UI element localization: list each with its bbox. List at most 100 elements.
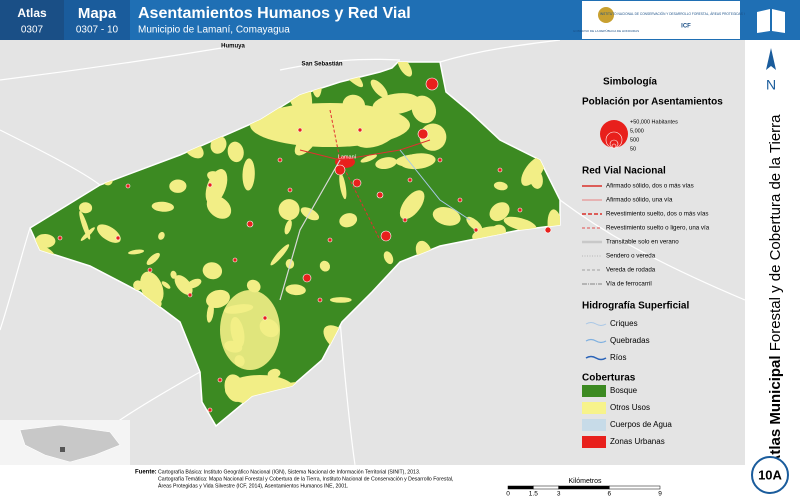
settlement bbox=[246, 220, 254, 228]
inset-country bbox=[19, 424, 121, 463]
scale-tick-label: 6 bbox=[608, 491, 612, 498]
road-label: Afirmado sólido, dos o más vías bbox=[606, 183, 694, 190]
other-use-patch bbox=[432, 207, 461, 226]
population-label: 500 bbox=[630, 137, 639, 143]
other-use-patch bbox=[503, 216, 537, 232]
other-use-patch bbox=[205, 169, 228, 205]
other-use-patch bbox=[284, 219, 292, 235]
settlement bbox=[437, 157, 443, 163]
scale-segment bbox=[533, 485, 559, 490]
settlement bbox=[217, 377, 223, 383]
settlement bbox=[125, 183, 131, 189]
page-badge bbox=[751, 456, 789, 494]
other-use-patch bbox=[246, 279, 261, 293]
cover-swatch bbox=[582, 402, 606, 414]
other-use-patch bbox=[319, 260, 331, 272]
settlement bbox=[517, 207, 523, 213]
page-number: 10A bbox=[758, 467, 782, 482]
other-use-patch bbox=[339, 173, 347, 200]
place-label: San Sebastián bbox=[301, 62, 342, 68]
legend: Simbología Población por Asentamientos R… bbox=[582, 77, 723, 448]
other-use-patch bbox=[370, 79, 388, 98]
road-label: Transitable solo en verano bbox=[606, 239, 679, 246]
source-line: Cartografía Temática: Mapa Nacional Fore… bbox=[158, 476, 453, 482]
population-label: 50 bbox=[630, 146, 636, 152]
scale-segment bbox=[558, 485, 610, 490]
side-title: Atlas Municipal Forestal y de Cobertura … bbox=[767, 114, 784, 466]
other-use-patch bbox=[278, 199, 300, 221]
other-use-patch bbox=[210, 136, 227, 154]
settlement bbox=[544, 226, 552, 234]
other-use-patch bbox=[466, 216, 483, 232]
settlement bbox=[232, 257, 238, 263]
north-arrow bbox=[766, 48, 776, 70]
hydro-symbol bbox=[585, 355, 607, 361]
hydro-label: Quebradas bbox=[610, 336, 650, 345]
atlas-box bbox=[0, 0, 64, 40]
scale-unit: Kilómetros bbox=[568, 478, 602, 485]
settlements bbox=[57, 77, 552, 413]
other-use-patch bbox=[493, 181, 508, 191]
source-line: Áreas Protegidas y Vida Silvestre (ICF, … bbox=[158, 482, 349, 489]
side-title-bold: Atlas Municipal bbox=[767, 355, 784, 465]
logo-right-text: INSTITUTO NACIONAL DE CONSERVACIÓN Y DES… bbox=[600, 11, 772, 16]
logo-emblem bbox=[598, 7, 614, 23]
other-use-patch bbox=[227, 141, 244, 163]
settlement bbox=[357, 127, 363, 133]
other-use-patch bbox=[169, 179, 187, 193]
legend-section-title: Red Vial Nacional bbox=[582, 166, 666, 177]
settlement bbox=[317, 297, 323, 303]
road-label: Vía de ferrocarril bbox=[606, 281, 652, 288]
settlement bbox=[297, 127, 303, 133]
other-use-patch bbox=[206, 195, 232, 219]
hydro-label: Criques bbox=[610, 319, 638, 328]
other-use-patch bbox=[96, 224, 121, 243]
north-label: N bbox=[766, 77, 776, 93]
other-use-patch bbox=[285, 284, 306, 296]
settlement bbox=[207, 182, 213, 188]
map-subtitle: Municipio de Lamaní, Comayagua bbox=[138, 25, 290, 36]
scale-tick-label: 9 bbox=[658, 491, 662, 498]
other-use-patch bbox=[128, 249, 145, 255]
map-label: Mapa bbox=[78, 5, 117, 22]
other-use-patch bbox=[79, 202, 93, 214]
settlement bbox=[407, 177, 413, 183]
source-label: Fuente: bbox=[135, 470, 157, 476]
settlement bbox=[352, 178, 362, 188]
map-code: 0307 - 10 bbox=[76, 25, 119, 36]
other-use-patch bbox=[151, 201, 174, 212]
settlement bbox=[380, 230, 392, 242]
other-use-patch bbox=[360, 154, 377, 163]
other-use-patch bbox=[161, 281, 171, 289]
road-label: Afirmado sólido, una vía bbox=[606, 197, 673, 204]
other-use-patch bbox=[397, 62, 413, 77]
other-use-patch bbox=[242, 158, 255, 191]
other-use-patch bbox=[383, 251, 394, 265]
settlement bbox=[262, 315, 268, 321]
legend-title: Simbología bbox=[603, 77, 657, 88]
scale-bar: 0 1.5 3 6 9 bbox=[506, 485, 662, 498]
other-use-patch bbox=[170, 270, 177, 279]
hydro-symbol bbox=[585, 338, 607, 344]
population-symbol bbox=[611, 143, 617, 149]
settlement bbox=[57, 235, 63, 241]
other-use-patch bbox=[35, 233, 56, 248]
scale-tick-label: 3 bbox=[557, 491, 561, 498]
other-use-patch bbox=[491, 213, 500, 220]
cover-label: Bosque bbox=[610, 386, 638, 395]
other-use-patch bbox=[375, 157, 397, 170]
other-use-patch bbox=[140, 271, 164, 305]
settlement bbox=[334, 164, 346, 176]
place-label: Humuya bbox=[221, 44, 245, 50]
other-use-patch bbox=[206, 302, 214, 323]
road-label: Revestimiento suelto, dos o más vías bbox=[606, 211, 708, 218]
other-use-patch bbox=[158, 231, 165, 240]
other-use-patch bbox=[329, 297, 352, 303]
other-use-patch bbox=[133, 280, 143, 291]
settlement bbox=[497, 167, 503, 173]
other-use-patch bbox=[395, 154, 434, 167]
scale-segment bbox=[609, 485, 661, 490]
other-use-patch bbox=[399, 190, 425, 220]
